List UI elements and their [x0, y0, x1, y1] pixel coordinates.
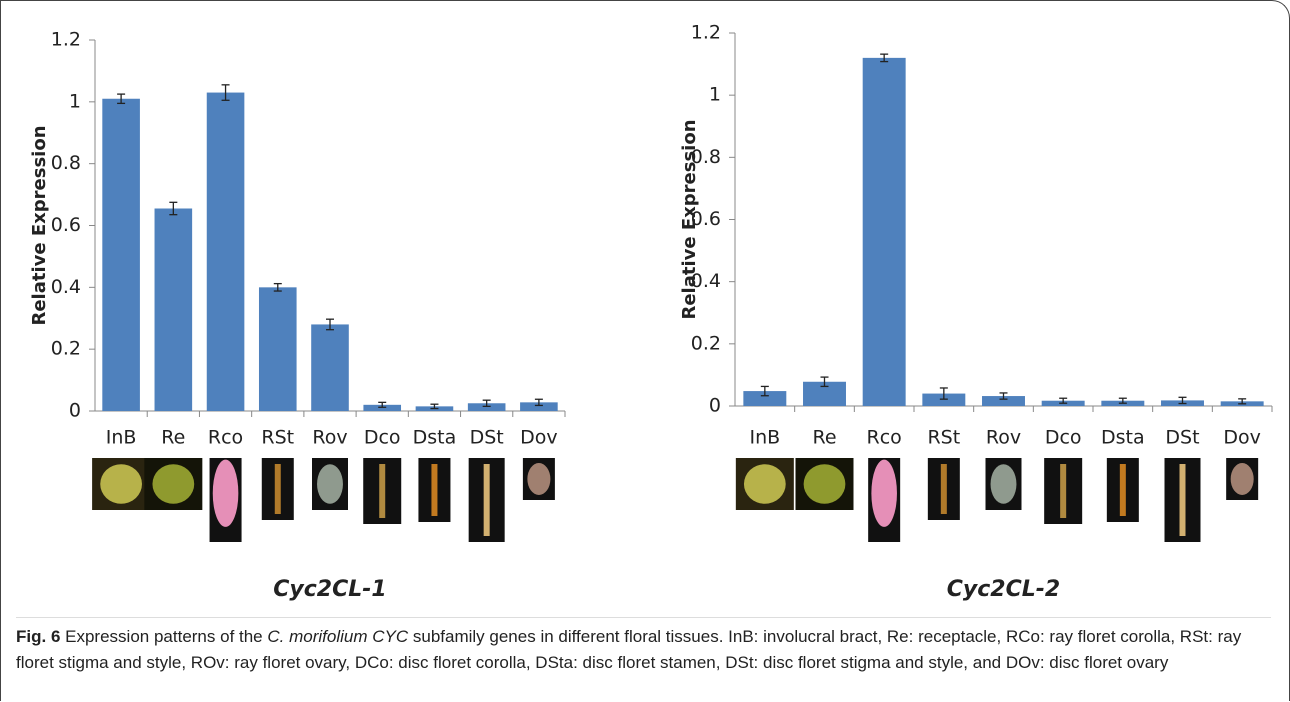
- x-tick-label: Rco: [208, 427, 243, 449]
- caption-italic: C. morifolium CYC: [267, 627, 408, 646]
- photo-tissue: [1060, 464, 1066, 518]
- photo-tissue: [100, 464, 142, 504]
- bar: [207, 93, 245, 411]
- photo-tissue: [941, 464, 947, 514]
- y-tick-label: 0.6: [51, 214, 81, 236]
- tissue-photo: [1165, 458, 1201, 542]
- bar: [259, 287, 297, 411]
- x-tick-label: Dsta: [413, 427, 457, 449]
- bar: [155, 208, 193, 411]
- y-axis-label: Relative Expression: [29, 125, 50, 325]
- x-tick-label: Dov: [1223, 427, 1261, 449]
- photo-tissue: [152, 464, 194, 504]
- tissue-photo: [92, 458, 150, 510]
- photo-tissue: [317, 464, 343, 504]
- photo-tissue: [991, 464, 1017, 504]
- photo-tissue: [484, 464, 490, 536]
- y-tick-label: 1: [69, 90, 81, 112]
- photo-tissue: [1231, 463, 1254, 495]
- tissue-photo: [210, 458, 242, 542]
- charts: 0 0.2 0.4 0.6 0.8 1 1.2 Relative Expression InB R…: [0, 0, 1290, 612]
- x-tick-label: Rov: [312, 427, 347, 449]
- photo-tissue: [871, 460, 897, 527]
- x-tick-label: RSt: [261, 427, 294, 449]
- chart-title: Cyc2CL-1: [273, 577, 386, 602]
- x-tick-label: Dov: [520, 427, 558, 449]
- y-axis-label: Relative Expression: [679, 119, 700, 319]
- tissue-photo: [796, 458, 854, 510]
- y-tick-label: 0: [709, 395, 721, 417]
- x-tick-label: Dco: [1045, 427, 1082, 449]
- x-tick-label: Dsta: [1101, 427, 1145, 449]
- photo-tissue: [431, 464, 437, 516]
- x-tick-label: Dco: [364, 427, 401, 449]
- tissue-photo: [363, 458, 401, 524]
- y-tick-label: 1.2: [691, 22, 721, 44]
- tissue-photo: [1044, 458, 1082, 524]
- photo-tissue: [213, 460, 239, 527]
- x-tick-label: Re: [812, 427, 836, 449]
- chart-title: Cyc2CL-2: [947, 577, 1060, 602]
- y-tick-label: 1: [709, 84, 721, 106]
- x-tick-label: Rco: [867, 427, 902, 449]
- tissue-photo: [523, 458, 555, 500]
- x-tick-label: DSt: [1165, 427, 1199, 449]
- y-tick-label: 0: [69, 400, 81, 422]
- tissue-photo: [736, 458, 794, 510]
- y-tick-label: 0.2: [51, 338, 81, 360]
- tissue-photo: [144, 458, 202, 510]
- x-tick-label: Rov: [986, 427, 1021, 449]
- bar: [102, 99, 140, 411]
- x-tick-label: InB: [749, 427, 780, 449]
- tissue-photo: [1226, 458, 1258, 500]
- photo-tissue: [744, 464, 786, 504]
- y-tick-label: 0.8: [51, 152, 81, 174]
- bar: [863, 58, 906, 406]
- tissue-photo: [868, 458, 900, 542]
- x-tick-label: RSt: [927, 427, 960, 449]
- photo-tissue: [1120, 464, 1126, 516]
- photo-tissue: [1180, 464, 1186, 536]
- x-tick-label: DSt: [470, 427, 504, 449]
- x-tick-label: Re: [161, 427, 185, 449]
- tissue-photo: [262, 458, 294, 520]
- tissue-photo: [1107, 458, 1139, 522]
- tissue-photo: [469, 458, 505, 542]
- caption-label: Fig. 6: [16, 627, 60, 646]
- tissue-photo: [312, 458, 348, 510]
- photo-tissue: [275, 464, 281, 514]
- photo-tissue: [527, 463, 550, 495]
- y-tick-label: 0.4: [51, 276, 81, 298]
- y-tick-label: 0.2: [691, 332, 721, 354]
- tissue-photo: [418, 458, 450, 522]
- photo-tissue: [804, 464, 846, 504]
- caption: Fig. 6 Expression patterns of the C. mor…: [16, 617, 1271, 676]
- x-tick-label: InB: [106, 427, 137, 449]
- tissue-photo: [928, 458, 960, 520]
- photo-tissue: [379, 464, 385, 518]
- caption-text: Expression patterns of the: [65, 627, 263, 646]
- y-tick-label: 1.2: [51, 29, 81, 51]
- tissue-photo: [986, 458, 1022, 510]
- bar: [311, 324, 349, 411]
